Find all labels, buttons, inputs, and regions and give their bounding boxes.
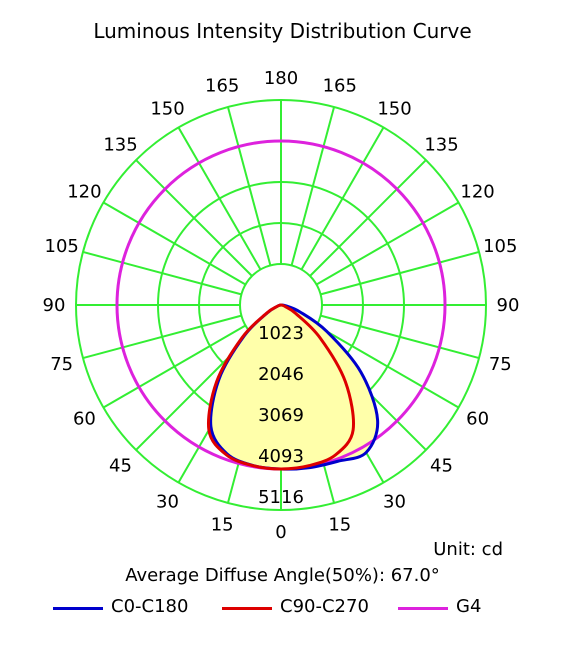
radial-tick-label: 5116 [258, 487, 304, 508]
angle-label-left: 135 [103, 135, 137, 156]
grid-spoke [300, 126, 385, 270]
angle-label-left: 120 [67, 182, 101, 203]
grid-spoke [316, 201, 460, 286]
grid-spoke [177, 126, 262, 270]
grid-spoke [290, 106, 336, 266]
angle-label-left: 75 [50, 354, 73, 375]
legend-label-c90: C90-C270 [280, 596, 369, 617]
polar-chart: 1023204630694093511618016515013512010590… [43, 68, 520, 543]
angle-label-left: 165 [205, 76, 239, 97]
grid-spoke [102, 324, 246, 409]
chart-title: Luminous Intensity Distribution Curve [93, 19, 472, 43]
legend: C0-C180 C90-C270 G4 [0, 596, 565, 626]
radial-tick-label: 1023 [258, 323, 304, 344]
grid-spoke [82, 250, 242, 296]
angle-label-right: 75 [489, 354, 512, 375]
grid-spoke [316, 324, 460, 409]
angle-label-left: 150 [150, 98, 184, 119]
grid-spoke [102, 201, 246, 286]
angle-label-right: 15 [328, 514, 351, 535]
tick-labels: 1023204630694093511618016515013512010590… [43, 68, 520, 543]
grid-spoke [226, 106, 272, 266]
legend-swatch-g4 [398, 607, 448, 610]
angle-label-left: 30 [156, 492, 179, 513]
angle-label-left: 15 [211, 514, 234, 535]
grid-spoke [320, 250, 480, 296]
angle-label-right: 30 [383, 492, 406, 513]
angle-label-left: 45 [109, 456, 132, 477]
fill-c90 [208, 305, 354, 470]
angle-label-right: 120 [460, 182, 494, 203]
angle-label-left: 180 [264, 68, 298, 89]
legend-swatch-c90 [222, 607, 272, 610]
grid-spoke [309, 159, 427, 277]
radial-tick-label: 4093 [258, 446, 304, 467]
radial-tick-label: 2046 [258, 364, 304, 385]
angle-label-right: 105 [483, 236, 517, 257]
fill-area [208, 305, 378, 470]
legend-label-g4: G4 [456, 596, 482, 617]
angle-label-left: 0 [275, 522, 286, 543]
angle-label-right: 90 [497, 295, 520, 316]
average-diffuse-angle: Average Diffuse Angle(50%): 67.0° [125, 565, 440, 586]
angle-label-left: 90 [43, 295, 66, 316]
angle-label-left: 105 [45, 236, 79, 257]
legend-swatch-c0 [53, 607, 103, 610]
angle-label-right: 165 [323, 76, 357, 97]
angle-label-left: 60 [73, 409, 96, 430]
series-lines [115, 139, 447, 471]
grid-spoke [320, 314, 480, 360]
grid-spoke [82, 314, 242, 360]
angle-label-right: 150 [377, 98, 411, 119]
angle-label-right: 60 [466, 409, 489, 430]
legend-label-c0: C0-C180 [111, 596, 189, 617]
unit-label: Unit: cd [433, 539, 503, 560]
radial-tick-label: 3069 [258, 405, 304, 426]
angle-label-right: 45 [430, 456, 453, 477]
angle-label-right: 135 [424, 135, 458, 156]
series-c90-c270 [207, 303, 355, 471]
grid-spoke [135, 159, 253, 277]
